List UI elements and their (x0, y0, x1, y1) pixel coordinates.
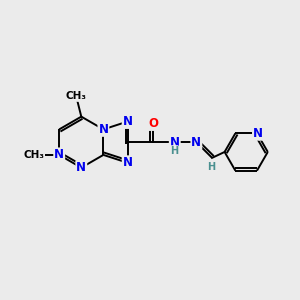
Text: H: H (170, 146, 178, 156)
Text: N: N (123, 156, 133, 169)
Text: N: N (170, 136, 180, 148)
Text: O: O (148, 117, 158, 130)
Text: N: N (123, 115, 133, 128)
Text: CH₃: CH₃ (66, 91, 87, 101)
Text: N: N (54, 148, 64, 161)
Text: N: N (76, 161, 86, 174)
Text: N: N (191, 136, 201, 148)
Text: N: N (98, 123, 108, 136)
Text: CH₃: CH₃ (23, 150, 44, 160)
Text: N: N (253, 127, 263, 140)
Text: H: H (207, 162, 215, 172)
